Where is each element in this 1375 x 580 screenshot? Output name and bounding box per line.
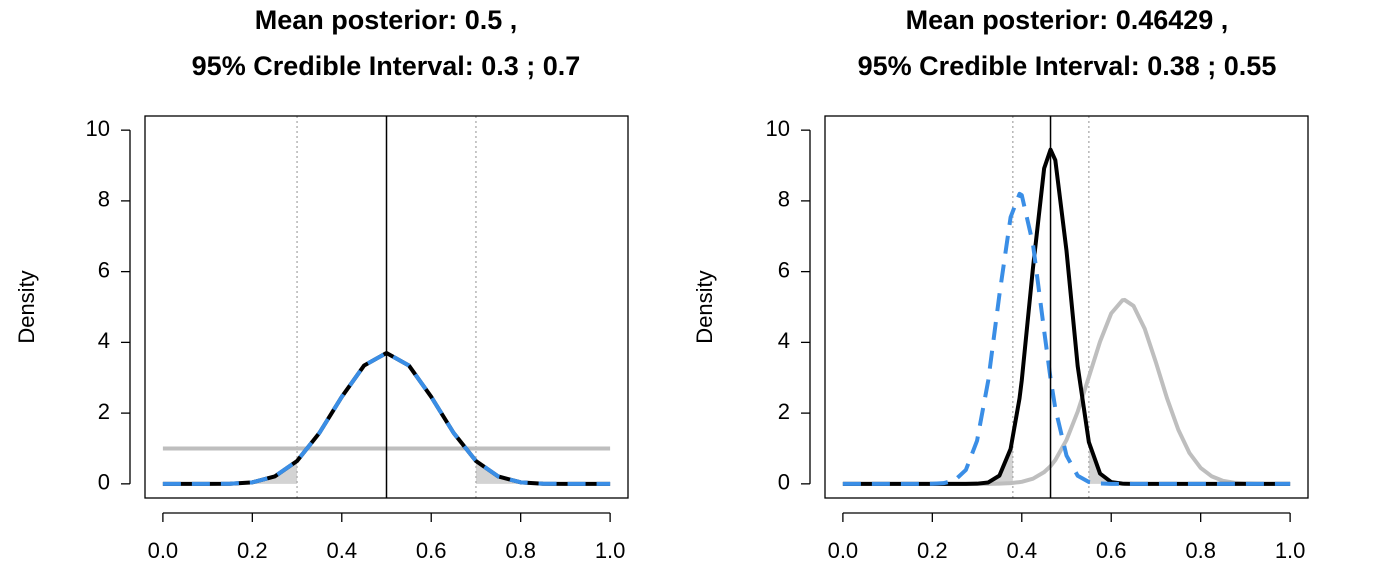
y-axis-label: Density <box>692 270 717 343</box>
tail-shade <box>162 460 298 484</box>
plot-box <box>144 115 629 499</box>
chart-title: Mean posterior: 0.5 , <box>255 5 518 35</box>
y-tick-label: 2 <box>778 399 790 424</box>
x-tick-label: 1.0 <box>595 538 626 563</box>
y-tick-label: 4 <box>778 328 790 353</box>
y-tick-label: 6 <box>778 257 790 282</box>
chart-title: 95% Credible Interval: 0.3 ; 0.7 <box>192 51 581 81</box>
x-tick-label: 0.0 <box>148 538 179 563</box>
x-tick-label: 0.4 <box>326 538 357 563</box>
tail-shade <box>475 460 611 484</box>
panel: Mean posterior: 0.46429 , 95% Credible In… <box>692 5 1309 563</box>
density-curve <box>842 191 1291 486</box>
x-tick-label: 0.6 <box>1096 538 1127 563</box>
y-tick-label: 6 <box>98 257 110 282</box>
chart-title: 95% Credible Interval: 0.38 ; 0.55 <box>858 51 1277 81</box>
y-tick-label: 10 <box>766 116 790 141</box>
x-tick-label: 0.2 <box>917 538 948 563</box>
density-curve <box>162 350 611 486</box>
y-tick-label: 10 <box>86 116 110 141</box>
x-tick-label: 0.8 <box>505 538 536 563</box>
x-tick-label: 0.6 <box>416 538 447 563</box>
plot-box <box>824 115 1309 499</box>
panel: Mean posterior: 0.5 , 95% Credible Interv… <box>14 5 629 563</box>
y-tick-label: 2 <box>98 399 110 424</box>
y-tick-label: 0 <box>778 470 790 495</box>
tail-shade <box>842 436 1013 484</box>
y-tick-label: 8 <box>778 187 790 212</box>
tail-shade <box>1088 442 1291 484</box>
y-tick-label: 8 <box>98 187 110 212</box>
x-tick-label: 0.0 <box>828 538 859 563</box>
y-tick-label: 4 <box>98 328 110 353</box>
plot-area <box>842 116 1291 498</box>
y-tick-label: 0 <box>98 470 110 495</box>
x-tick-label: 0.2 <box>237 538 268 563</box>
plot-area <box>162 116 611 498</box>
y-axis-label: Density <box>14 270 39 343</box>
x-tick-label: 0.4 <box>1006 538 1037 563</box>
chart-title: Mean posterior: 0.46429 , <box>906 5 1229 35</box>
x-tick-label: 1.0 <box>1275 538 1306 563</box>
density-curve <box>842 147 1291 486</box>
x-tick-label: 0.8 <box>1185 538 1216 563</box>
